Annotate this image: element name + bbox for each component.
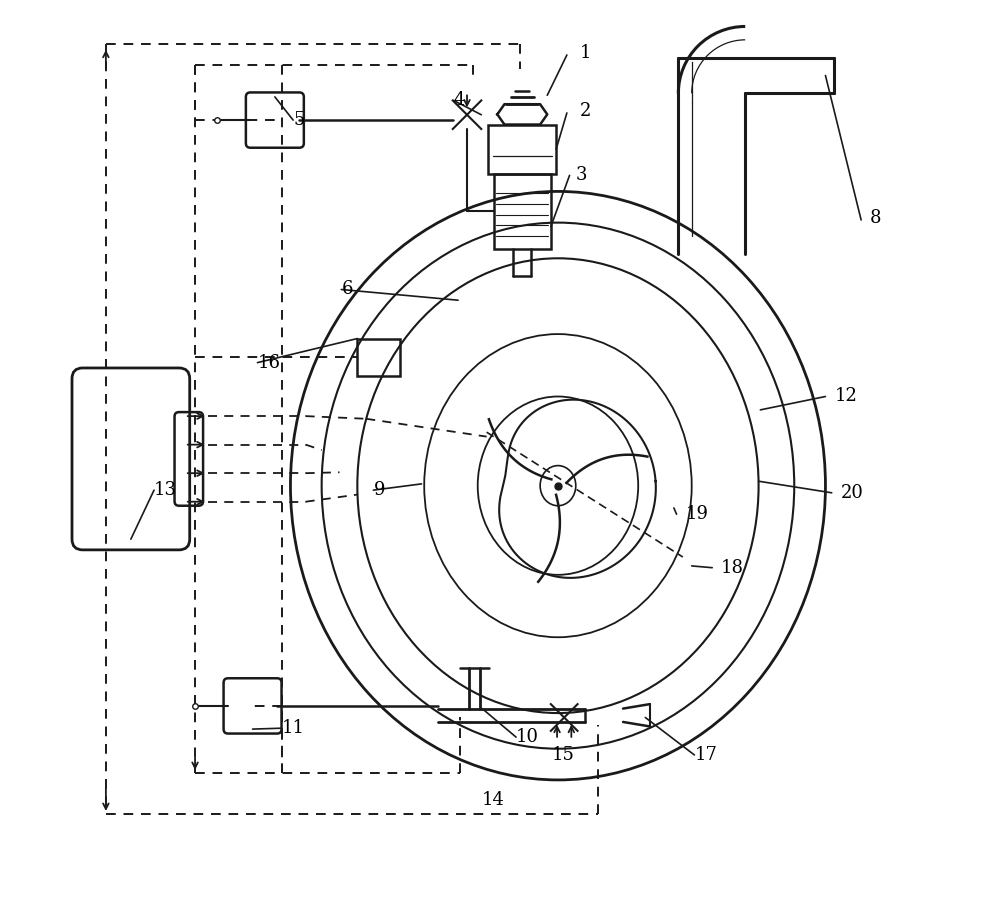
Text: 18: 18 — [721, 559, 744, 577]
Text: 10: 10 — [516, 728, 539, 746]
Text: 6: 6 — [341, 281, 353, 299]
Text: 9: 9 — [373, 482, 385, 500]
Text: 13: 13 — [154, 482, 177, 500]
Bar — [488, 124, 556, 174]
Text: 1: 1 — [580, 44, 592, 62]
Text: 14: 14 — [482, 790, 505, 808]
Bar — [357, 338, 400, 376]
Text: 11: 11 — [282, 719, 305, 737]
Text: 20: 20 — [841, 484, 863, 502]
Text: 5: 5 — [293, 111, 305, 129]
Text: 8: 8 — [870, 209, 882, 227]
Text: 16: 16 — [257, 354, 280, 372]
Text: 3: 3 — [576, 166, 587, 184]
Text: 19: 19 — [685, 505, 708, 523]
Text: 2: 2 — [580, 103, 592, 121]
Text: 17: 17 — [694, 746, 717, 764]
Text: 4: 4 — [454, 92, 465, 110]
Bar — [494, 174, 551, 249]
Text: 12: 12 — [834, 388, 857, 406]
Text: 15: 15 — [552, 746, 575, 764]
